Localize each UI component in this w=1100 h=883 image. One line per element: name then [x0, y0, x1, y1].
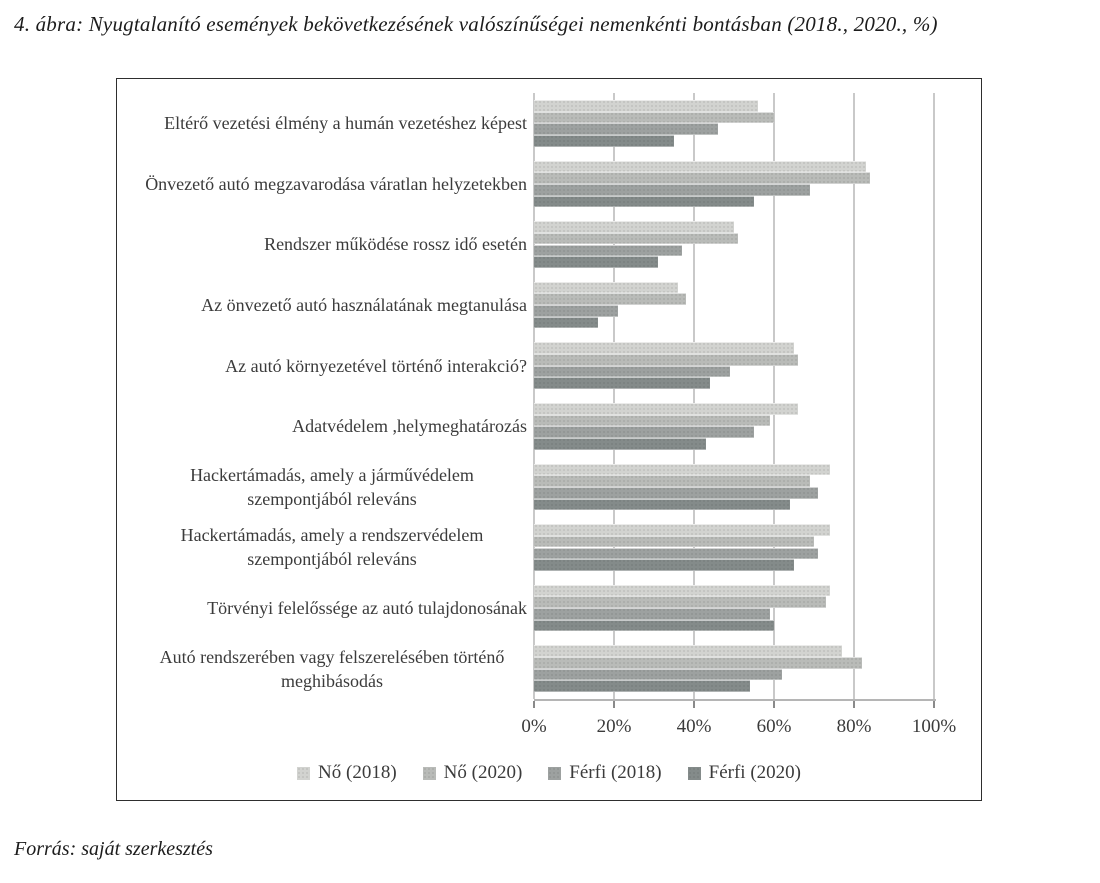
- bar: [534, 172, 870, 184]
- bar: [534, 111, 774, 124]
- category-label: Adatvédelem ,helymeghatározás: [292, 416, 527, 437]
- bar: [534, 535, 814, 548]
- bar: [534, 438, 706, 450]
- category-label: Az önvezető autó használatának megtanulá…: [201, 295, 527, 316]
- legend-item: Férfi (2018): [548, 762, 662, 784]
- x-axis-tick-mark: [853, 701, 855, 708]
- bar: [534, 281, 678, 294]
- legend-label: Férfi (2020): [708, 762, 801, 783]
- legend-swatch-icon: [297, 766, 311, 780]
- bar: [534, 232, 738, 245]
- bar: [534, 463, 830, 476]
- x-axis-tick-mark: [613, 701, 615, 708]
- bar: [534, 645, 842, 657]
- category-label: Eltérő vezetési élmény a humán vezetéshe…: [164, 113, 527, 134]
- bar: [534, 244, 682, 257]
- plot-area: [533, 93, 935, 699]
- bar: [534, 99, 758, 112]
- category-label: Rendszer működése rossz idő esetén: [264, 234, 527, 255]
- category-label: Önvezető autó megzavarodása váratlan hel…: [145, 173, 527, 194]
- legend-label: Nő (2020): [443, 762, 523, 783]
- category-label: Hackertámadás, amely a rendszervédelem s…: [180, 525, 484, 570]
- chart-frame: Eltérő vezetési élmény a humán vezetéshe…: [116, 78, 982, 801]
- bar: [534, 256, 658, 268]
- x-axis-tick-label: 100%: [911, 716, 957, 737]
- bar: [534, 183, 810, 196]
- x-axis-tick-label: 80%: [836, 716, 872, 737]
- category-label: Hackertámadás, amely a járművédelem szem…: [190, 464, 474, 509]
- category-labels-column: Eltérő vezetési élmény a humán vezetéshe…: [123, 93, 527, 699]
- bar: [534, 668, 782, 681]
- bar: [534, 619, 774, 632]
- gridline: [533, 93, 535, 699]
- legend-item: Nő (2020): [422, 762, 523, 784]
- legend-label: Nő (2018): [318, 762, 397, 783]
- bar: [534, 221, 734, 233]
- bar: [534, 342, 794, 354]
- bar: [534, 559, 794, 571]
- x-axis-tick-label: 60%: [756, 716, 792, 737]
- legend-swatch-icon: [548, 766, 562, 780]
- bar: [534, 524, 830, 536]
- category-label: Törvényi felelőssége az autó tulajdonosá…: [207, 598, 527, 619]
- gridline: [773, 93, 775, 699]
- figure-title: 4. ábra: Nyugtalanító események bekövetk…: [14, 12, 938, 36]
- category-label: Az autó környezetével történő interakció…: [225, 355, 527, 376]
- bar: [534, 608, 770, 620]
- bar: [534, 305, 618, 317]
- x-axis-tick-mark: [533, 701, 535, 708]
- x-axis-tick-mark: [693, 701, 695, 708]
- bar: [534, 596, 826, 609]
- legend-swatch-icon: [422, 766, 436, 780]
- bar: [534, 160, 866, 173]
- bar: [534, 195, 754, 208]
- bar: [534, 123, 718, 135]
- bar: [534, 402, 798, 415]
- x-axis-tick-label: 40%: [676, 716, 712, 737]
- bar: [534, 657, 862, 669]
- x-axis-tick-mark: [773, 701, 775, 708]
- bar: [534, 426, 754, 438]
- bar: [534, 498, 790, 511]
- gridline: [693, 93, 695, 699]
- x-axis-tick-label: 20%: [596, 716, 632, 737]
- bar: [534, 377, 710, 390]
- legend-item: Férfi (2020): [687, 762, 801, 784]
- legend-item: Nő (2018): [297, 762, 397, 784]
- bar: [534, 354, 798, 366]
- source-note: Forrás: saját szerkesztés: [14, 838, 213, 860]
- bar: [534, 584, 830, 597]
- x-axis-tick-label: 0%: [521, 716, 547, 737]
- chart-legend: Nő (2018) Nő (2020) Férfi (2018) Férfi (202…: [117, 762, 981, 784]
- gridline: [613, 93, 615, 699]
- x-axis-tick-labels: 0% 20% 40% 60% 80% 100%: [521, 716, 956, 740]
- gridline: [933, 93, 935, 699]
- x-axis-tick-mark: [933, 701, 935, 708]
- bar: [534, 475, 810, 487]
- bar: [534, 316, 598, 329]
- bar: [534, 135, 674, 147]
- bar: [534, 486, 818, 499]
- bar: [534, 293, 686, 306]
- bar: [534, 414, 770, 427]
- legend-label: Férfi (2018): [569, 762, 662, 783]
- category-label: Autó rendszerében vagy felszerelésében t…: [159, 646, 505, 691]
- bar: [534, 365, 730, 378]
- bar: [534, 547, 818, 560]
- gridline: [853, 93, 855, 699]
- bar: [534, 680, 750, 693]
- legend-swatch-icon: [687, 766, 701, 780]
- x-axis-line: [534, 699, 936, 701]
